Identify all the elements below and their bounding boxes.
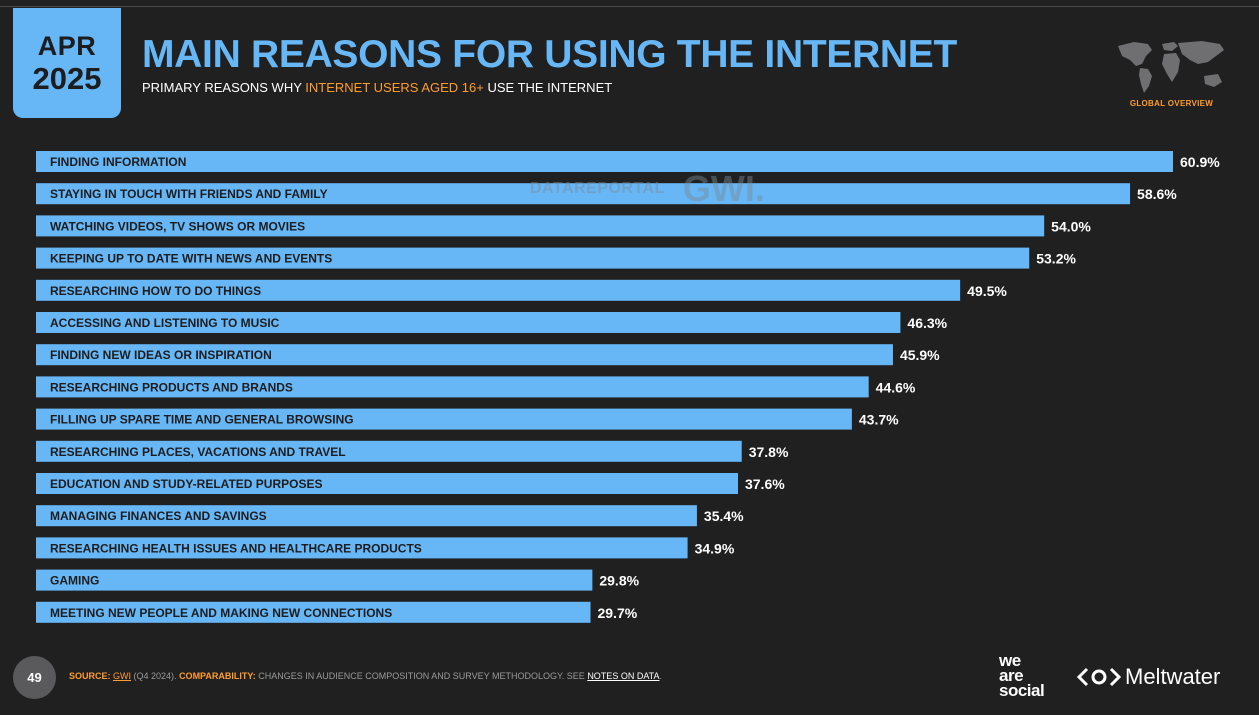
logo-social: social <box>999 681 1045 700</box>
logo-we: we <box>999 651 1021 670</box>
bar-category-label: MANAGING FINANCES AND SAVINGS <box>50 509 267 523</box>
bar-value-label: 45.9% <box>900 347 940 363</box>
page-title: MAIN REASONS FOR USING THE INTERNET <box>142 33 958 76</box>
subtitle-text-end: USE THE INTERNET <box>483 80 613 95</box>
global-overview-badge: GLOBAL OVERVIEW <box>1129 99 1214 108</box>
page-number: 49 <box>13 656 56 699</box>
bar-value-label: 54.0% <box>1051 218 1091 234</box>
meltwater-mark-icon <box>1077 667 1121 687</box>
bar-category-label: RESEARCHING HEALTH ISSUES AND HEALTHCARE… <box>50 541 422 555</box>
bar-value-label: 29.8% <box>599 573 639 589</box>
source-link[interactable]: GWI <box>113 671 132 681</box>
notes-on-data-link[interactable]: NOTES ON DATA <box>587 671 660 681</box>
bar-category-label: KEEPING UP TO DATE WITH NEWS AND EVENTS <box>50 252 332 266</box>
source-label: SOURCE: <box>69 671 111 681</box>
we-are-social-logo: we are social <box>999 651 1045 700</box>
bar-value-label: 34.9% <box>695 540 735 556</box>
bar-category-label: GAMING <box>50 574 99 588</box>
source-note: SOURCE: GWI (Q4 2024). COMPARABILITY: CH… <box>69 671 662 681</box>
bar-category-label: RESEARCHING HOW TO DO THINGS <box>50 284 261 298</box>
bar-category-label: EDUCATION AND STUDY-RELATED PURPOSES <box>50 477 322 491</box>
bar-value-label: 60.9% <box>1180 154 1220 170</box>
bar-value-label: 43.7% <box>859 412 899 428</box>
bar <box>36 183 1131 205</box>
bar-category-label: MEETING NEW PEOPLE AND MAKING NEW CONNEC… <box>50 606 392 620</box>
bar-value-label: 58.6% <box>1137 186 1177 202</box>
bar-category-label: RESEARCHING PLACES, VACATIONS AND TRAVEL <box>50 445 346 459</box>
bar-category-label: ACCESSING AND LISTENING TO MUSIC <box>50 316 280 330</box>
world-map-icon <box>1118 41 1224 93</box>
watermark-datareportal: DATAREPORTAL <box>530 180 665 197</box>
bar <box>36 440 742 462</box>
meltwater-wordmark: Meltwater <box>1125 664 1221 689</box>
bar-category-label: FILLING UP SPARE TIME AND GENERAL BROWSI… <box>50 413 354 427</box>
bar <box>36 473 738 494</box>
bar <box>36 505 697 527</box>
bar-value-label: 46.3% <box>907 315 947 331</box>
comparability-text: CHANGES IN AUDIENCE COMPOSITION AND SURV… <box>255 671 588 681</box>
bar <box>36 569 593 591</box>
watermark-gwi: GWI. <box>682 168 765 209</box>
bar-value-label: 37.6% <box>745 476 785 492</box>
bar <box>36 601 591 623</box>
watermark: DATAREPORTAL GWI. <box>530 168 765 209</box>
date-month: APR <box>37 30 97 61</box>
bar <box>36 312 901 333</box>
bar-value-label: 29.7% <box>597 605 637 621</box>
top-divider <box>0 6 1259 7</box>
bar <box>36 537 688 559</box>
bar <box>36 344 893 366</box>
bar <box>36 151 1173 172</box>
meltwater-logo: Meltwater <box>1077 664 1220 690</box>
comparability-label: COMPARABILITY: <box>179 671 256 681</box>
bar-category-label: RESEARCHING PRODUCTS AND BRANDS <box>50 380 293 394</box>
bar-category-label: FINDING INFORMATION <box>50 155 186 169</box>
bar <box>36 279 961 301</box>
page-subtitle: PRIMARY REASONS WHY INTERNET USERS AGED … <box>142 80 612 95</box>
subtitle-text-start: PRIMARY REASONS WHY <box>142 80 306 95</box>
bar <box>36 376 869 398</box>
bar-value-label: 53.2% <box>1036 251 1076 267</box>
bar-value-label: 35.4% <box>704 508 744 524</box>
logo-are: are <box>999 666 1024 685</box>
source-end: . <box>659 671 662 681</box>
source-period: (Q4 2024). <box>131 671 180 681</box>
bar <box>36 247 1030 269</box>
bar-value-label: 37.8% <box>749 444 789 460</box>
subtitle-highlight: INTERNET USERS AGED 16+ <box>305 80 484 95</box>
bar-value-label: 44.6% <box>876 379 916 395</box>
bar <box>36 215 1045 237</box>
bar-value-label: 49.5% <box>967 283 1007 299</box>
date-badge: APR 2025 <box>13 8 121 118</box>
bar-category-label: STAYING IN TOUCH WITH FRIENDS AND FAMILY <box>50 187 328 201</box>
bar <box>36 408 852 430</box>
bar-category-label: WATCHING VIDEOS, TV SHOWS OR MOVIES <box>50 219 305 233</box>
date-year: 2025 <box>32 60 102 96</box>
bar-category-label: FINDING NEW IDEAS OR INSPIRATION <box>50 348 272 362</box>
